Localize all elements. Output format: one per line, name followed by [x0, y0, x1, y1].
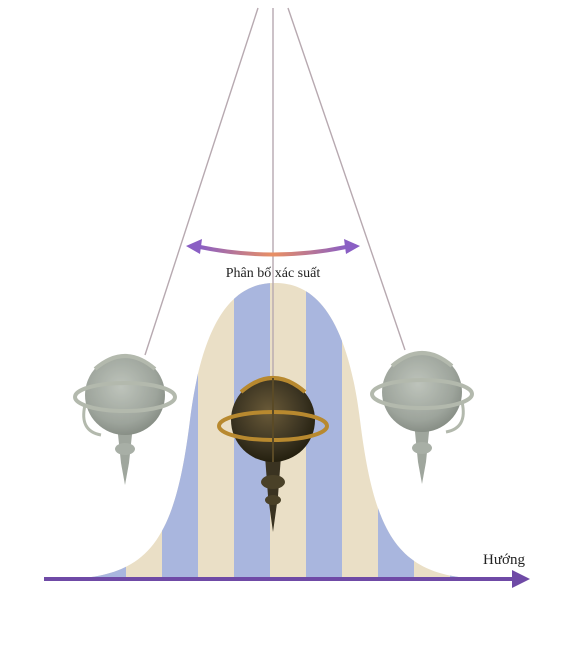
pendulum-bob-left-icon	[73, 354, 177, 485]
pendulum-strings	[144, 7, 406, 378]
pendulum-bob-center-icon	[217, 376, 329, 532]
distribution-label: Phân bố xác suất	[226, 266, 321, 281]
direction-arrow	[44, 570, 530, 588]
swing-arrow	[186, 239, 360, 257]
direction-label: Hướng	[483, 552, 525, 568]
pendulum-bob-right-icon	[370, 351, 474, 484]
